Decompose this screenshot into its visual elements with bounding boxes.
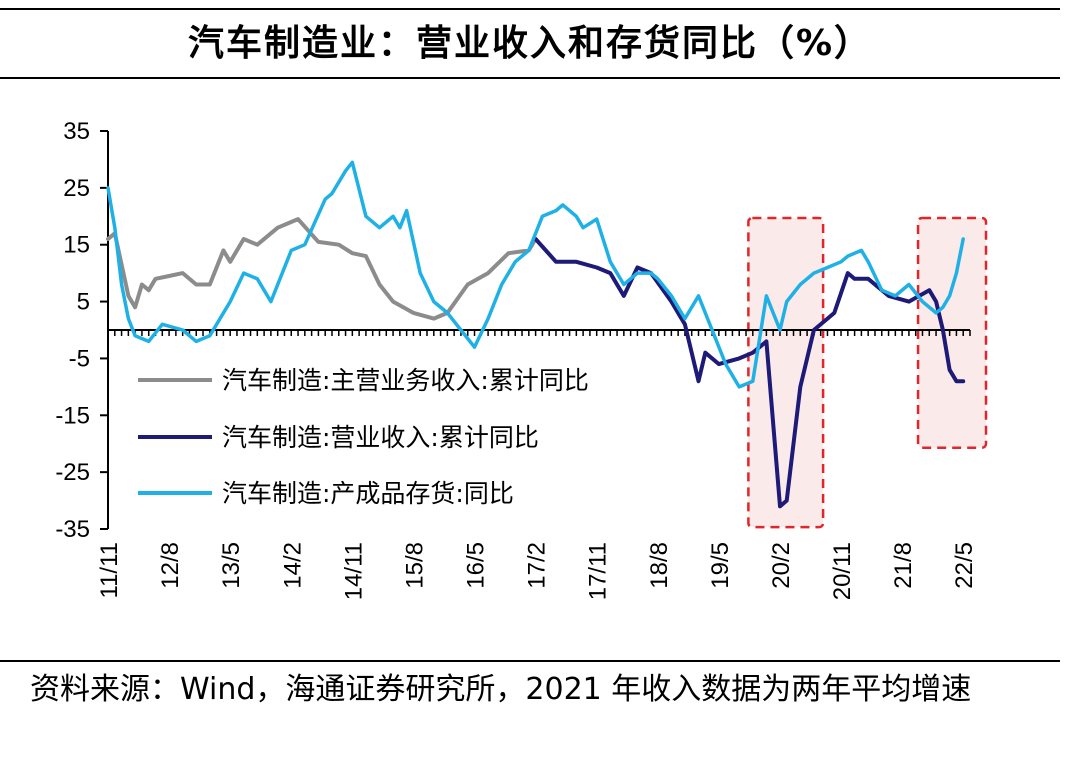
series-lines — [106, 160, 966, 509]
legend-label-1: 汽车制造:主营业务收入:累计同比 — [222, 366, 589, 395]
x-tick-label: 17/2 — [524, 542, 551, 589]
x-tick-label: 22/5 — [951, 542, 978, 589]
y-tick-label: 35 — [63, 118, 90, 145]
legend: 汽车制造:主营业务收入:累计同比汽车制造:营业收入:累计同比汽车制造:产成品存货… — [138, 366, 589, 508]
x-tick-label: 20/11 — [829, 542, 856, 600]
x-tick-label: 14/2 — [279, 542, 306, 589]
x-tick-label: 21/8 — [890, 542, 917, 589]
y-tick-label: 25 — [63, 175, 90, 202]
series-line-3 — [106, 160, 965, 389]
x-tick-label: 15/8 — [401, 542, 428, 589]
chart-title: 汽车制造业：营业收入和存货同比（%） — [187, 23, 873, 64]
y-tick-label: -5 — [69, 345, 90, 372]
y-tick-label: -15 — [55, 402, 90, 429]
source-note: 资料来源：Wind，海通证券研究所，2021 年收入数据为两年平均增速 — [30, 672, 972, 707]
x-tick-label: 20/2 — [768, 542, 795, 589]
y-tick-label: -25 — [55, 459, 90, 486]
title-top-rule — [0, 8, 1060, 10]
x-tick-label: 12/8 — [157, 542, 184, 589]
series-line-1 — [106, 217, 538, 321]
source-top-rule — [0, 660, 1060, 662]
y-tick-label: -35 — [55, 516, 90, 543]
x-tick-label: 13/5 — [218, 542, 245, 589]
legend-label-3: 汽车制造:产成品存货:同比 — [222, 479, 514, 508]
x-tick-label: 19/5 — [707, 542, 734, 589]
title-bottom-rule — [0, 77, 1060, 79]
y-tick-label: 15 — [63, 232, 90, 259]
legend-label-2: 汽车制造:营业收入:累计同比 — [222, 423, 539, 452]
y-tick-label: 5 — [77, 289, 90, 316]
highlight-box-2 — [916, 216, 988, 449]
x-tick-label: 17/11 — [585, 542, 612, 600]
x-tick-label: 16/5 — [463, 542, 490, 589]
x-tick-label: 14/11 — [340, 542, 367, 600]
x-tick-label: 11/11 — [96, 542, 123, 599]
x-tick-label: 18/8 — [646, 542, 673, 589]
highlight-box-1 — [747, 216, 825, 529]
